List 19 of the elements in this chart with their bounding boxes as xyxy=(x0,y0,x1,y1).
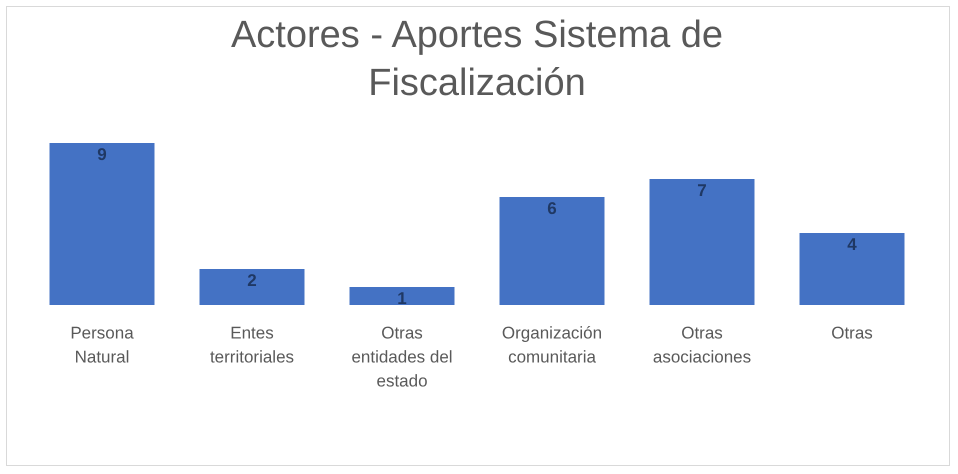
bar xyxy=(200,269,304,305)
x-tick-label: Organización comunitaria xyxy=(502,324,602,366)
x-tick-label: Otras xyxy=(831,324,873,342)
x-tick-label: Entes territoriales xyxy=(210,324,294,366)
data-label: 4 xyxy=(847,235,858,254)
data-label: 9 xyxy=(97,145,107,164)
bar xyxy=(350,287,454,305)
x-tick-label: Otras entidades del estado xyxy=(351,324,453,390)
bar xyxy=(800,233,904,305)
data-label: 7 xyxy=(697,181,707,200)
x-tick-label: Otras asociaciones xyxy=(652,324,752,366)
data-label: 1 xyxy=(397,289,407,308)
bar xyxy=(650,179,754,305)
data-label: 2 xyxy=(247,271,257,290)
data-label: 6 xyxy=(547,199,557,218)
x-tick-label: Persona Natural xyxy=(70,324,134,366)
bar xyxy=(50,143,154,305)
chart-title: Actores - Aportes Sistema de Fiscalización xyxy=(230,14,724,104)
bar xyxy=(500,197,604,305)
